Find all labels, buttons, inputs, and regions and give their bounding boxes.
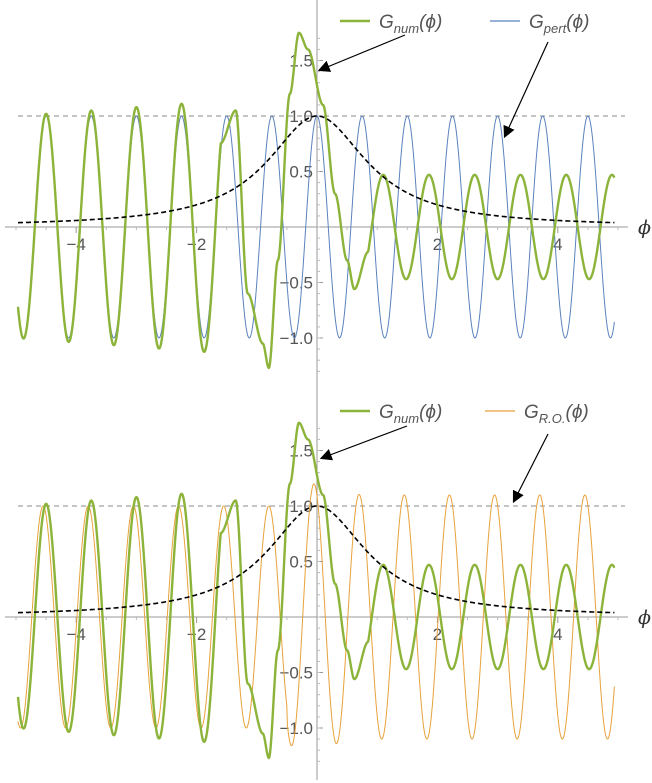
series-line-gnum	[16, 31, 616, 370]
y-tick-label: −0.5	[279, 664, 313, 683]
y-tick-label: 0.5	[289, 163, 313, 182]
x-tick-label: 2	[433, 235, 442, 254]
x-axis-label: ϕ	[638, 607, 651, 629]
legend-entry: Gnum(ϕ)	[379, 402, 442, 426]
series-line-gro	[17, 483, 615, 747]
y-tick-label: −0.5	[279, 274, 313, 293]
y-tick-label: 1.0	[289, 107, 313, 126]
legend-entry: GR.O.(ϕ)	[524, 402, 589, 426]
x-tick-label: 4	[553, 625, 562, 644]
x-tick-label: −2	[187, 235, 206, 254]
legend-entry: Gnum(ϕ)	[379, 12, 442, 36]
y-tick-label: −1.0	[279, 329, 313, 348]
annotation-arrow	[319, 425, 408, 461]
y-tick-label: 0.5	[289, 553, 313, 572]
series-line-envelope	[17, 505, 615, 614]
y-tick-label: 1.0	[289, 497, 313, 516]
x-tick-label: −2	[187, 625, 206, 644]
annotation-arrow	[503, 41, 549, 139]
annotation-arrow	[512, 433, 549, 504]
x-tick-label: −4	[67, 235, 86, 254]
x-tick-label: 4	[553, 235, 562, 254]
legend-entry: Gpert(ϕ)	[529, 12, 589, 36]
series-line-gnum	[16, 421, 616, 760]
annotation-arrow	[317, 34, 406, 72]
x-axis-label: ϕ	[638, 217, 651, 239]
series-line-envelope	[17, 115, 615, 224]
